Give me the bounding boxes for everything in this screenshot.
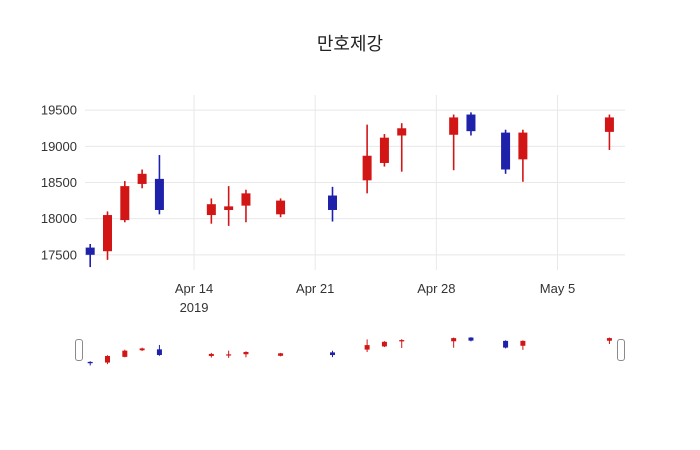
candle-body [606, 338, 612, 341]
candle-body [154, 178, 164, 210]
candle-body [330, 352, 335, 356]
candle-body [85, 247, 95, 255]
candle-body [518, 132, 528, 160]
rangeslider-track[interactable] [75, 332, 635, 368]
candle-body [206, 204, 216, 216]
y-tick-label: 19500 [41, 103, 77, 118]
candle-body [137, 173, 147, 184]
x-tick-label: Apr 28 [417, 281, 455, 296]
candle-body [226, 354, 232, 356]
candle-body [87, 361, 93, 364]
y-tick-label: 19000 [41, 139, 77, 154]
chart-title: 만호제강 [316, 34, 384, 54]
candle-body [381, 341, 387, 347]
candle-body [122, 350, 128, 357]
candle-body [241, 193, 251, 206]
candle-body [276, 200, 286, 215]
candle-body [466, 114, 476, 132]
candle-body [208, 353, 214, 356]
candle-body [399, 340, 405, 342]
x-tick-label: May 5 [540, 281, 575, 296]
rangeslider-right-handle[interactable] [617, 339, 625, 361]
candle-body [103, 215, 112, 252]
candle-body [451, 338, 457, 342]
candle-body [139, 348, 145, 351]
candle-body [397, 128, 407, 136]
candle-body [379, 137, 389, 163]
y-tick-label: 18000 [41, 211, 77, 226]
rangeslider-left-handle[interactable] [75, 339, 83, 361]
candle-body [243, 351, 249, 355]
plot-area[interactable] [85, 95, 625, 270]
x-tick-label: Apr 14 [175, 281, 213, 296]
candle-body [105, 355, 110, 363]
x-tick-label: Apr 21 [296, 281, 334, 296]
candle-body [224, 206, 234, 210]
candle-body [278, 353, 284, 356]
candle-body [364, 345, 370, 350]
candle-body [503, 340, 509, 348]
candle-body [449, 117, 459, 135]
candle-body [362, 155, 372, 181]
candle-body [156, 349, 162, 356]
candle-body [468, 337, 474, 341]
candle-body [520, 340, 526, 346]
y-tick-label: 18500 [41, 175, 77, 190]
candle-body [604, 117, 614, 132]
y-tick-label: 17500 [41, 247, 77, 262]
candle-body [501, 132, 511, 170]
candle-body [120, 186, 130, 221]
x-tick-year-label: 2019 [180, 300, 209, 315]
candle-body [328, 195, 337, 210]
